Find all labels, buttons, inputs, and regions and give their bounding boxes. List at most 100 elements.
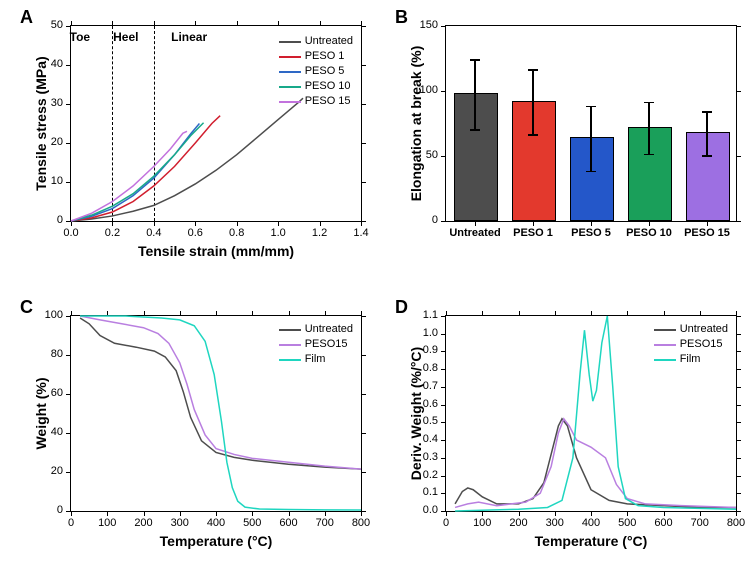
xtick: 1.0	[268, 227, 288, 239]
ytick: 20	[51, 136, 63, 148]
legend-item: PESO15	[279, 337, 353, 352]
legend-text: Film	[680, 352, 701, 367]
legend-text: Film	[305, 352, 326, 367]
legend-item: PESO 10	[279, 79, 353, 94]
panelD-legend: UntreatedPESO15Film	[654, 322, 728, 367]
bar-Untreated	[454, 93, 498, 221]
xtick: 0.0	[61, 227, 81, 239]
category-label: PESO 10	[620, 227, 678, 239]
ytick: 20	[51, 465, 63, 477]
ytick: 40	[51, 58, 63, 70]
xtick: 0	[436, 517, 456, 529]
xtick: 500	[242, 517, 262, 529]
ytick: 0.8	[423, 362, 438, 374]
ytick: 0.1	[423, 486, 438, 498]
bar-PESO 1	[512, 101, 556, 221]
xtick: 800	[351, 517, 371, 529]
legend-text: PESO15	[680, 337, 723, 352]
xtick: 700	[315, 517, 335, 529]
xtick: 200	[134, 517, 154, 529]
legend-text: Untreated	[305, 34, 353, 49]
xtick: 0.6	[185, 227, 205, 239]
legend-text: PESO 10	[305, 79, 351, 94]
legend-text: Untreated	[680, 322, 728, 337]
legend-item: Film	[279, 352, 353, 367]
panelB-ylabel: Elongation at break (%)	[408, 26, 424, 221]
legend-text: PESO 5	[305, 64, 345, 79]
legend-item: Untreated	[279, 322, 353, 337]
ytick: 60	[51, 387, 63, 399]
panelB-label: B	[395, 7, 408, 28]
xtick: 300	[170, 517, 190, 529]
xtick: 300	[545, 517, 565, 529]
panelC-legend: UntreatedPESO15Film	[279, 322, 353, 367]
panelA-plot: 0.00.20.40.60.81.01.21.401020304050Tensi…	[70, 25, 362, 222]
ytick: 0	[57, 504, 63, 516]
ytick: 0.0	[423, 504, 438, 516]
series-Untreated	[71, 98, 303, 221]
ytick: 50	[426, 149, 438, 161]
ytick: 30	[51, 97, 63, 109]
series-PESO 1	[71, 116, 220, 221]
ytick: 80	[51, 348, 63, 360]
ytick: 1.0	[423, 327, 438, 339]
xtick: 0.4	[144, 227, 164, 239]
panelD-label: D	[395, 297, 408, 318]
series-PESO15	[455, 419, 736, 508]
legend-item: PESO15	[654, 337, 728, 352]
category-label: PESO 5	[562, 227, 620, 239]
panelA-xlabel: Tensile strain (mm/mm)	[71, 243, 361, 259]
bar-PESO 15	[686, 132, 730, 221]
panelC-plot: 0100200300400500600700800020406080100Tem…	[70, 315, 362, 512]
ytick: 0	[432, 214, 438, 226]
xtick: 0.8	[227, 227, 247, 239]
ytick: 0.2	[423, 469, 438, 481]
xtick: 0	[61, 517, 81, 529]
legend-text: PESO 15	[305, 94, 351, 109]
legend-item: PESO 5	[279, 64, 353, 79]
ytick: 40	[51, 426, 63, 438]
xtick: 400	[581, 517, 601, 529]
xtick: 200	[509, 517, 529, 529]
panelA-ylabel: Tensile stress (MPa)	[33, 26, 49, 221]
bar-PESO 10	[628, 127, 672, 221]
legend-item: Film	[654, 352, 728, 367]
xtick: 100	[97, 517, 117, 529]
ytick: 0	[57, 214, 63, 226]
legend-item: Untreated	[279, 34, 353, 49]
legend-text: PESO 1	[305, 49, 345, 64]
xtick: 400	[206, 517, 226, 529]
xtick: 600	[654, 517, 674, 529]
ytick: 0.9	[423, 344, 438, 356]
panelA-legend: UntreatedPESO 1PESO 5PESO 10PESO 15	[279, 34, 353, 109]
legend-text: Untreated	[305, 322, 353, 337]
bar-PESO 5	[570, 137, 614, 221]
legend-text: PESO15	[305, 337, 348, 352]
panelC-label: C	[20, 297, 33, 318]
category-label: Untreated	[446, 227, 504, 239]
ytick: 0.6	[423, 398, 438, 410]
xtick: 500	[617, 517, 637, 529]
ytick: 1.1	[423, 309, 438, 321]
ytick: 0.5	[423, 415, 438, 427]
panelD-ylabel: Deriv. Weight (%/°C)	[408, 316, 424, 511]
legend-item: PESO 1	[279, 49, 353, 64]
ytick: 50	[51, 19, 63, 31]
xtick: 100	[472, 517, 492, 529]
series-Untreated	[455, 419, 736, 508]
xtick: 0.2	[102, 227, 122, 239]
xtick: 1.2	[310, 227, 330, 239]
series-PESO 5	[71, 124, 199, 222]
panelC-ylabel: Weight (%)	[33, 316, 49, 511]
panelC-xlabel: Temperature (°C)	[71, 533, 361, 549]
category-label: PESO 15	[678, 227, 736, 239]
legend-item: Untreated	[654, 322, 728, 337]
ytick: 0.3	[423, 451, 438, 463]
xtick: 600	[279, 517, 299, 529]
ytick: 10	[51, 175, 63, 187]
ytick: 0.7	[423, 380, 438, 392]
category-label: PESO 1	[504, 227, 562, 239]
xtick: 800	[726, 517, 746, 529]
panelD-plot: 01002003004005006007008000.00.10.20.30.4…	[445, 315, 737, 512]
panelD-xlabel: Temperature (°C)	[446, 533, 736, 549]
